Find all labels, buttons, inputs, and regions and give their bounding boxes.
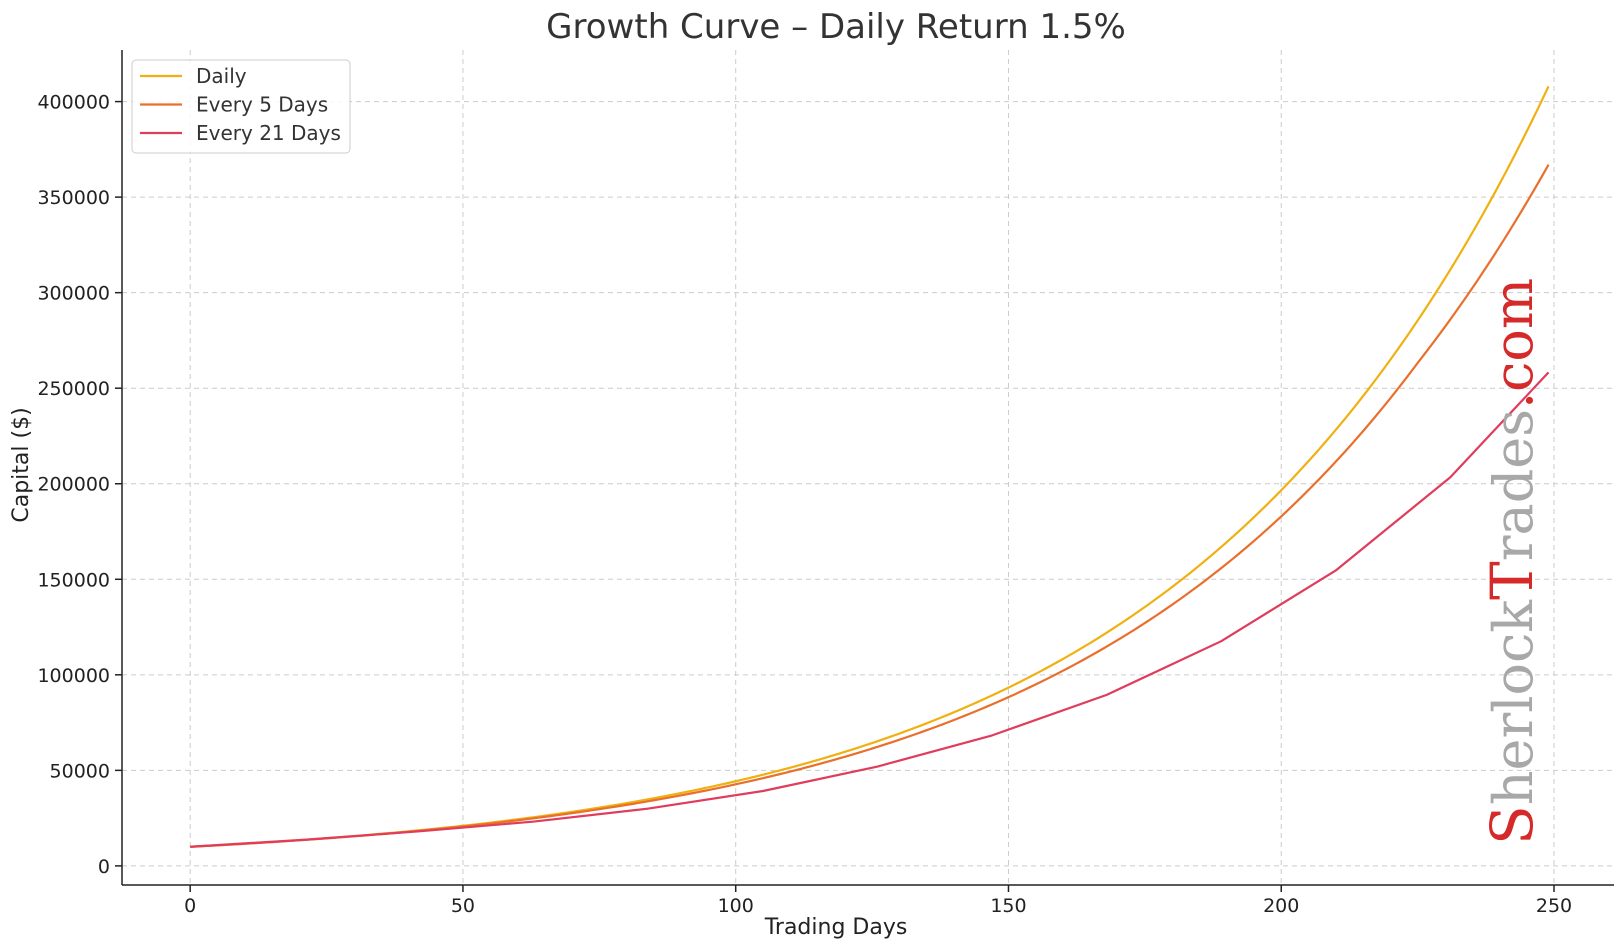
legend: Daily Every 5 Days Every 21 Days	[131, 59, 351, 154]
y-axis-ticks: 0 50000 100000 150000 200000 250000 300000 3500…	[37, 92, 122, 878]
watermark-part: T	[1478, 561, 1546, 600]
y-tick-label: 250000	[37, 378, 110, 400]
watermark-part: herlock	[1482, 599, 1545, 806]
series-line-3	[190, 371, 1550, 848]
grid	[122, 50, 1614, 885]
x-tick-label: 100	[718, 895, 754, 917]
x-tick-label: 250	[1536, 895, 1572, 917]
y-tick-label: 350000	[37, 187, 110, 209]
x-tick-label: 200	[1263, 895, 1299, 917]
y-tick-label: 50000	[50, 760, 110, 782]
legend-label: Every 21 Days	[196, 121, 341, 145]
watermark-part: S	[1478, 805, 1546, 845]
y-tick-label: 100000	[37, 665, 110, 687]
watermark-part: .com	[1482, 278, 1545, 409]
legend-label: Every 5 Days	[196, 93, 328, 117]
x-axis-label: Trading Days	[764, 915, 908, 940]
x-tick-label: 150	[990, 895, 1026, 917]
watermark: SherlockTrades.com	[1478, 278, 1546, 845]
watermark-text: SherlockTrades.com	[1478, 278, 1546, 845]
y-tick-label: 0	[98, 856, 110, 878]
y-axis-label: Capital ($)	[9, 407, 34, 522]
x-tick-label: 0	[184, 895, 196, 917]
axes	[121, 50, 1614, 886]
x-tick-label: 50	[451, 895, 475, 917]
chart-title: Growth Curve – Daily Return 1.5%	[546, 7, 1126, 47]
watermark-part: rades	[1482, 409, 1545, 561]
y-tick-label: 300000	[37, 283, 110, 305]
x-axis-ticks: 0 50 100 150 200 250	[184, 885, 1572, 917]
legend-box	[131, 59, 351, 154]
y-tick-label: 150000	[37, 569, 110, 591]
series-line-1	[190, 85, 1550, 848]
y-tick-label: 400000	[37, 92, 110, 114]
legend-label: Daily	[196, 64, 247, 88]
series-lines	[190, 85, 1550, 848]
y-tick-label: 200000	[37, 474, 110, 496]
